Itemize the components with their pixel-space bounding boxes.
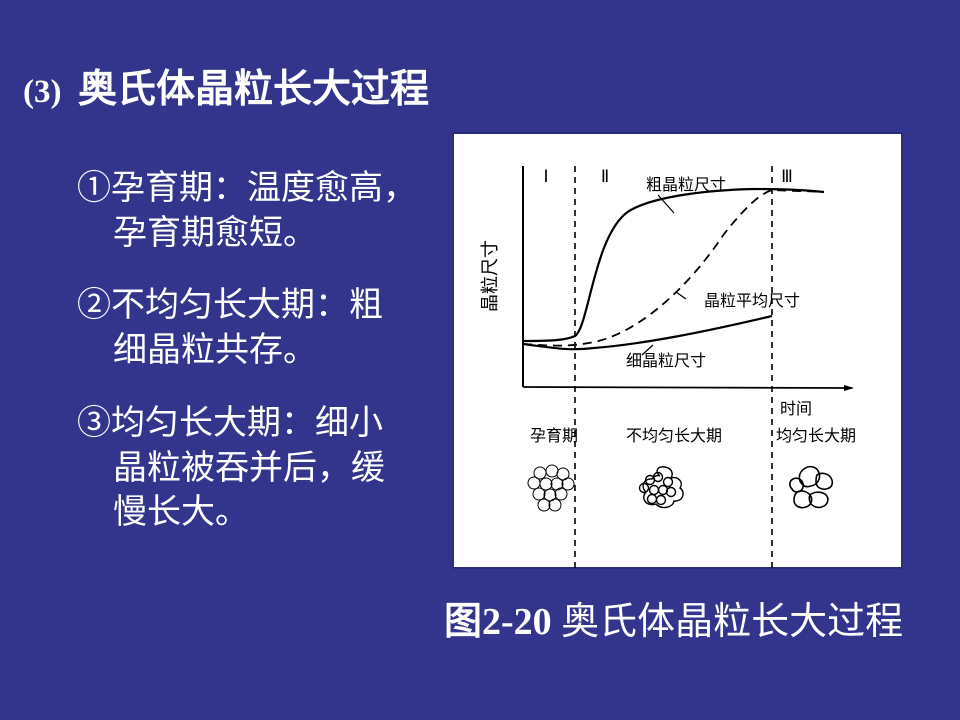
svg-text:晶粒平均尺寸: 晶粒平均尺寸 xyxy=(704,292,800,310)
svg-text:不均匀长大期: 不均匀长大期 xyxy=(626,427,722,445)
svg-text:时间: 时间 xyxy=(780,400,812,418)
svg-text:Ⅲ: Ⅲ xyxy=(781,167,793,186)
svg-text:均匀长大期: 均匀长大期 xyxy=(776,427,856,445)
svg-text:细晶粒尺寸: 细晶粒尺寸 xyxy=(626,352,706,370)
svg-text:晶粒尺寸: 晶粒尺寸 xyxy=(480,240,500,312)
svg-text:粗晶粒尺寸: 粗晶粒尺寸 xyxy=(646,176,726,194)
svg-text:孕育期: 孕育期 xyxy=(530,427,578,445)
svg-text:Ⅱ: Ⅱ xyxy=(601,167,609,186)
svg-text:Ⅰ: Ⅰ xyxy=(543,167,548,186)
